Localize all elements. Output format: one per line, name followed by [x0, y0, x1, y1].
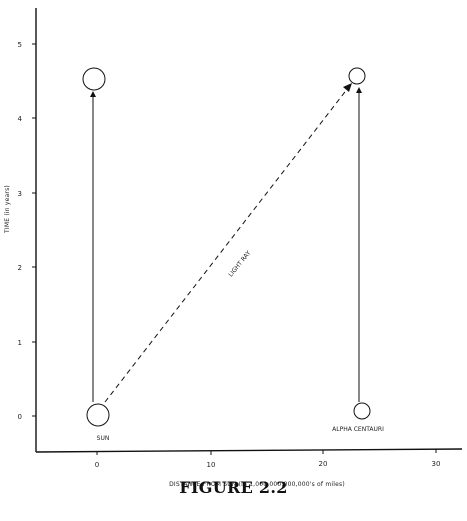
- sun-label: SUN: [97, 435, 110, 442]
- alpha-centauri-start-event-circle: [353, 402, 371, 420]
- y-tick-label-2: 2: [18, 264, 22, 272]
- x-tick-label-20: 20: [319, 460, 328, 468]
- alpha-centauri-arrival-event-circle: [348, 67, 366, 85]
- x-axis: [35, 448, 463, 453]
- alpha-centauri-label: ALPHA CENTAURI: [332, 426, 384, 433]
- x-axis-ticks: 0 10 20 30: [95, 449, 441, 469]
- light-ray-dashed-line: [104, 87, 349, 403]
- sun-start-event-circle: [86, 403, 110, 427]
- light-ray-arrowhead: [343, 83, 352, 92]
- light-ray-label: LIGHT RAY: [227, 250, 252, 279]
- x-tick-label-10: 10: [207, 461, 216, 469]
- y-tick-label-3: 3: [18, 190, 22, 198]
- figure-caption: FIGURE 2.2: [179, 478, 288, 497]
- x-axis-title: DISTANCE FROM SUN (in 1,000,000,000,000'…: [169, 481, 345, 488]
- y-tick-label-4: 4: [18, 115, 23, 123]
- sun-later-event-circle: [82, 67, 106, 91]
- x-tick-label-30: 30: [432, 460, 441, 468]
- x-tick-label-0: 0: [95, 461, 99, 469]
- y-tick-label-0: 0: [18, 413, 22, 421]
- y-axis-ticks: 0 1 2 3 4 5: [18, 41, 36, 421]
- y-axis-title: TIME (in years): [4, 185, 11, 234]
- y-tick-label-5: 5: [18, 41, 22, 49]
- y-tick-label-1: 1: [18, 339, 22, 347]
